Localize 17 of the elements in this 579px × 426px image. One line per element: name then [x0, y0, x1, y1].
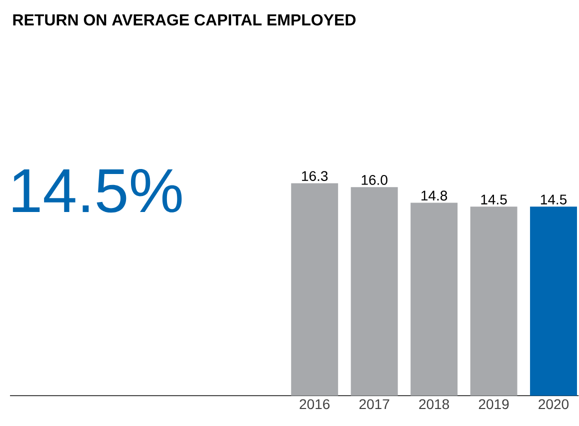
- data-label: 16.3: [302, 171, 328, 182]
- data-label: 14.5: [540, 194, 567, 205]
- x-tick-label: 2017: [359, 399, 390, 410]
- bar: [410, 202, 458, 396]
- bar: [530, 206, 577, 396]
- bar: [291, 183, 338, 396]
- data-label: 14.5: [481, 194, 507, 205]
- x-tick-label: 2016: [300, 399, 330, 410]
- bar: [470, 206, 518, 396]
- text: 14.5%: [12, 169, 182, 213]
- bar: [350, 187, 398, 396]
- data-label: 14.8: [422, 190, 448, 201]
- x-tick-label: 2019: [478, 399, 509, 410]
- x-tick-label: 2020: [538, 399, 569, 410]
- chart-title: RETURN ON AVERAGE CAPITAL EMPLOYED: [13, 14, 356, 26]
- x-tick-label: 2018: [419, 399, 450, 410]
- data-label: 16.0: [362, 175, 388, 186]
